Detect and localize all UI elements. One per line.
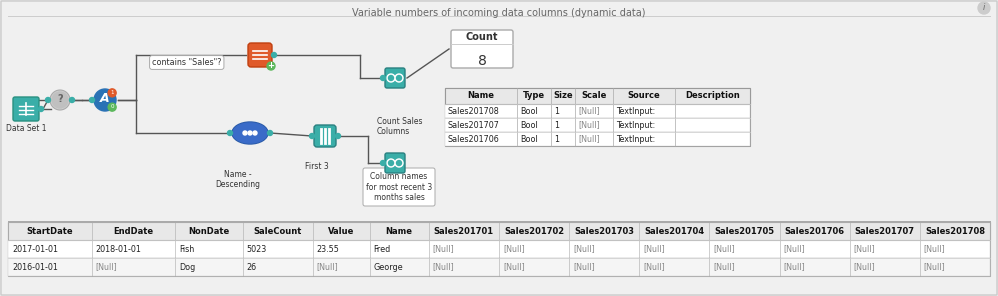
Text: 2016-01-01: 2016-01-01 — [12, 263, 58, 271]
Text: [Null]: [Null] — [714, 244, 736, 253]
Text: Sales201707: Sales201707 — [854, 226, 915, 236]
Text: ?: ? — [57, 94, 63, 104]
Text: 1: 1 — [111, 90, 114, 95]
FancyBboxPatch shape — [385, 153, 405, 173]
Circle shape — [52, 92, 68, 108]
Bar — [445, 88, 750, 146]
Text: Dog: Dog — [180, 263, 196, 271]
Circle shape — [388, 75, 393, 81]
FancyBboxPatch shape — [363, 168, 435, 206]
Circle shape — [271, 52, 276, 57]
Bar — [8, 240, 990, 258]
Text: Sales201707: Sales201707 — [448, 120, 500, 130]
Text: Sales201703: Sales201703 — [574, 226, 634, 236]
Text: Sales201701: Sales201701 — [434, 226, 494, 236]
Text: contains "Sales"?: contains "Sales"? — [152, 58, 222, 67]
Circle shape — [70, 97, 75, 102]
Text: [Null]: [Null] — [853, 244, 875, 253]
Circle shape — [978, 2, 990, 14]
Circle shape — [228, 131, 233, 136]
FancyBboxPatch shape — [385, 68, 405, 88]
Circle shape — [39, 107, 44, 112]
Text: [Null]: [Null] — [714, 263, 736, 271]
Text: [Null]: [Null] — [503, 244, 525, 253]
Circle shape — [108, 103, 116, 111]
Circle shape — [94, 89, 116, 111]
Text: [Null]: [Null] — [433, 263, 455, 271]
FancyBboxPatch shape — [451, 30, 513, 68]
Circle shape — [395, 159, 403, 167]
Text: Bool: Bool — [520, 107, 538, 115]
Text: Count Sales
Columns: Count Sales Columns — [377, 117, 422, 136]
Text: Fish: Fish — [180, 244, 195, 253]
Text: Description: Description — [685, 91, 740, 101]
Text: [Null]: [Null] — [644, 244, 665, 253]
Ellipse shape — [232, 122, 268, 144]
Ellipse shape — [233, 123, 267, 143]
Text: 1: 1 — [554, 107, 559, 115]
Circle shape — [380, 160, 385, 165]
Text: Name: Name — [385, 226, 413, 236]
Circle shape — [396, 75, 401, 81]
Text: [Null]: [Null] — [783, 244, 805, 253]
Bar — [8, 222, 990, 240]
Text: [Null]: [Null] — [433, 244, 455, 253]
Text: [Null]: [Null] — [573, 244, 595, 253]
FancyBboxPatch shape — [314, 125, 336, 147]
Circle shape — [90, 97, 95, 102]
Text: Count: Count — [466, 32, 498, 42]
Text: Data Set 1: Data Set 1 — [6, 124, 46, 133]
Text: 0: 0 — [111, 104, 114, 109]
Text: Source: Source — [628, 91, 661, 101]
Text: Scale: Scale — [581, 91, 607, 101]
Circle shape — [248, 131, 252, 135]
Text: [Null]: [Null] — [924, 263, 946, 271]
Bar — [8, 258, 990, 276]
Text: 2018-01-01: 2018-01-01 — [96, 244, 142, 253]
Text: SaleCount: SaleCount — [253, 226, 302, 236]
Text: i: i — [983, 4, 985, 12]
Bar — [8, 222, 990, 276]
Text: First 3: First 3 — [305, 162, 328, 171]
Circle shape — [50, 90, 70, 110]
Circle shape — [387, 159, 395, 167]
Text: [Null]: [Null] — [503, 263, 525, 271]
Text: Size: Size — [553, 91, 573, 101]
Text: [Null]: [Null] — [578, 134, 600, 144]
Circle shape — [253, 131, 257, 135]
Circle shape — [335, 133, 340, 139]
Text: NonDate: NonDate — [189, 226, 230, 236]
Text: [Null]: [Null] — [573, 263, 595, 271]
Text: Sales201705: Sales201705 — [715, 226, 774, 236]
Circle shape — [46, 97, 51, 102]
Circle shape — [243, 131, 247, 135]
Circle shape — [267, 62, 275, 70]
Text: Sales201702: Sales201702 — [504, 226, 564, 236]
Text: Sales201708: Sales201708 — [448, 107, 500, 115]
Text: 5023: 5023 — [247, 244, 266, 253]
Text: TextInput:: TextInput: — [616, 134, 656, 144]
Text: [Null]: [Null] — [578, 120, 600, 130]
Circle shape — [396, 160, 401, 165]
Text: [Null]: [Null] — [783, 263, 805, 271]
Text: 23.55: 23.55 — [316, 244, 339, 253]
Text: Name: Name — [467, 91, 494, 101]
Text: A: A — [100, 92, 110, 105]
Text: Sales201708: Sales201708 — [925, 226, 985, 236]
Circle shape — [380, 75, 385, 81]
Text: George: George — [373, 263, 403, 271]
Text: TextInput:: TextInput: — [616, 107, 656, 115]
Text: [Null]: [Null] — [644, 263, 665, 271]
Bar — [445, 118, 750, 132]
Text: Type: Type — [523, 91, 545, 101]
Text: 26: 26 — [247, 263, 256, 271]
Circle shape — [388, 160, 393, 165]
Text: Column names
for most recent 3
months sales: Column names for most recent 3 months sa… — [366, 172, 432, 202]
Circle shape — [108, 89, 116, 97]
Text: Bool: Bool — [520, 134, 538, 144]
Circle shape — [267, 131, 272, 136]
Text: Bool: Bool — [520, 120, 538, 130]
Text: [Null]: [Null] — [853, 263, 875, 271]
Circle shape — [309, 133, 314, 139]
